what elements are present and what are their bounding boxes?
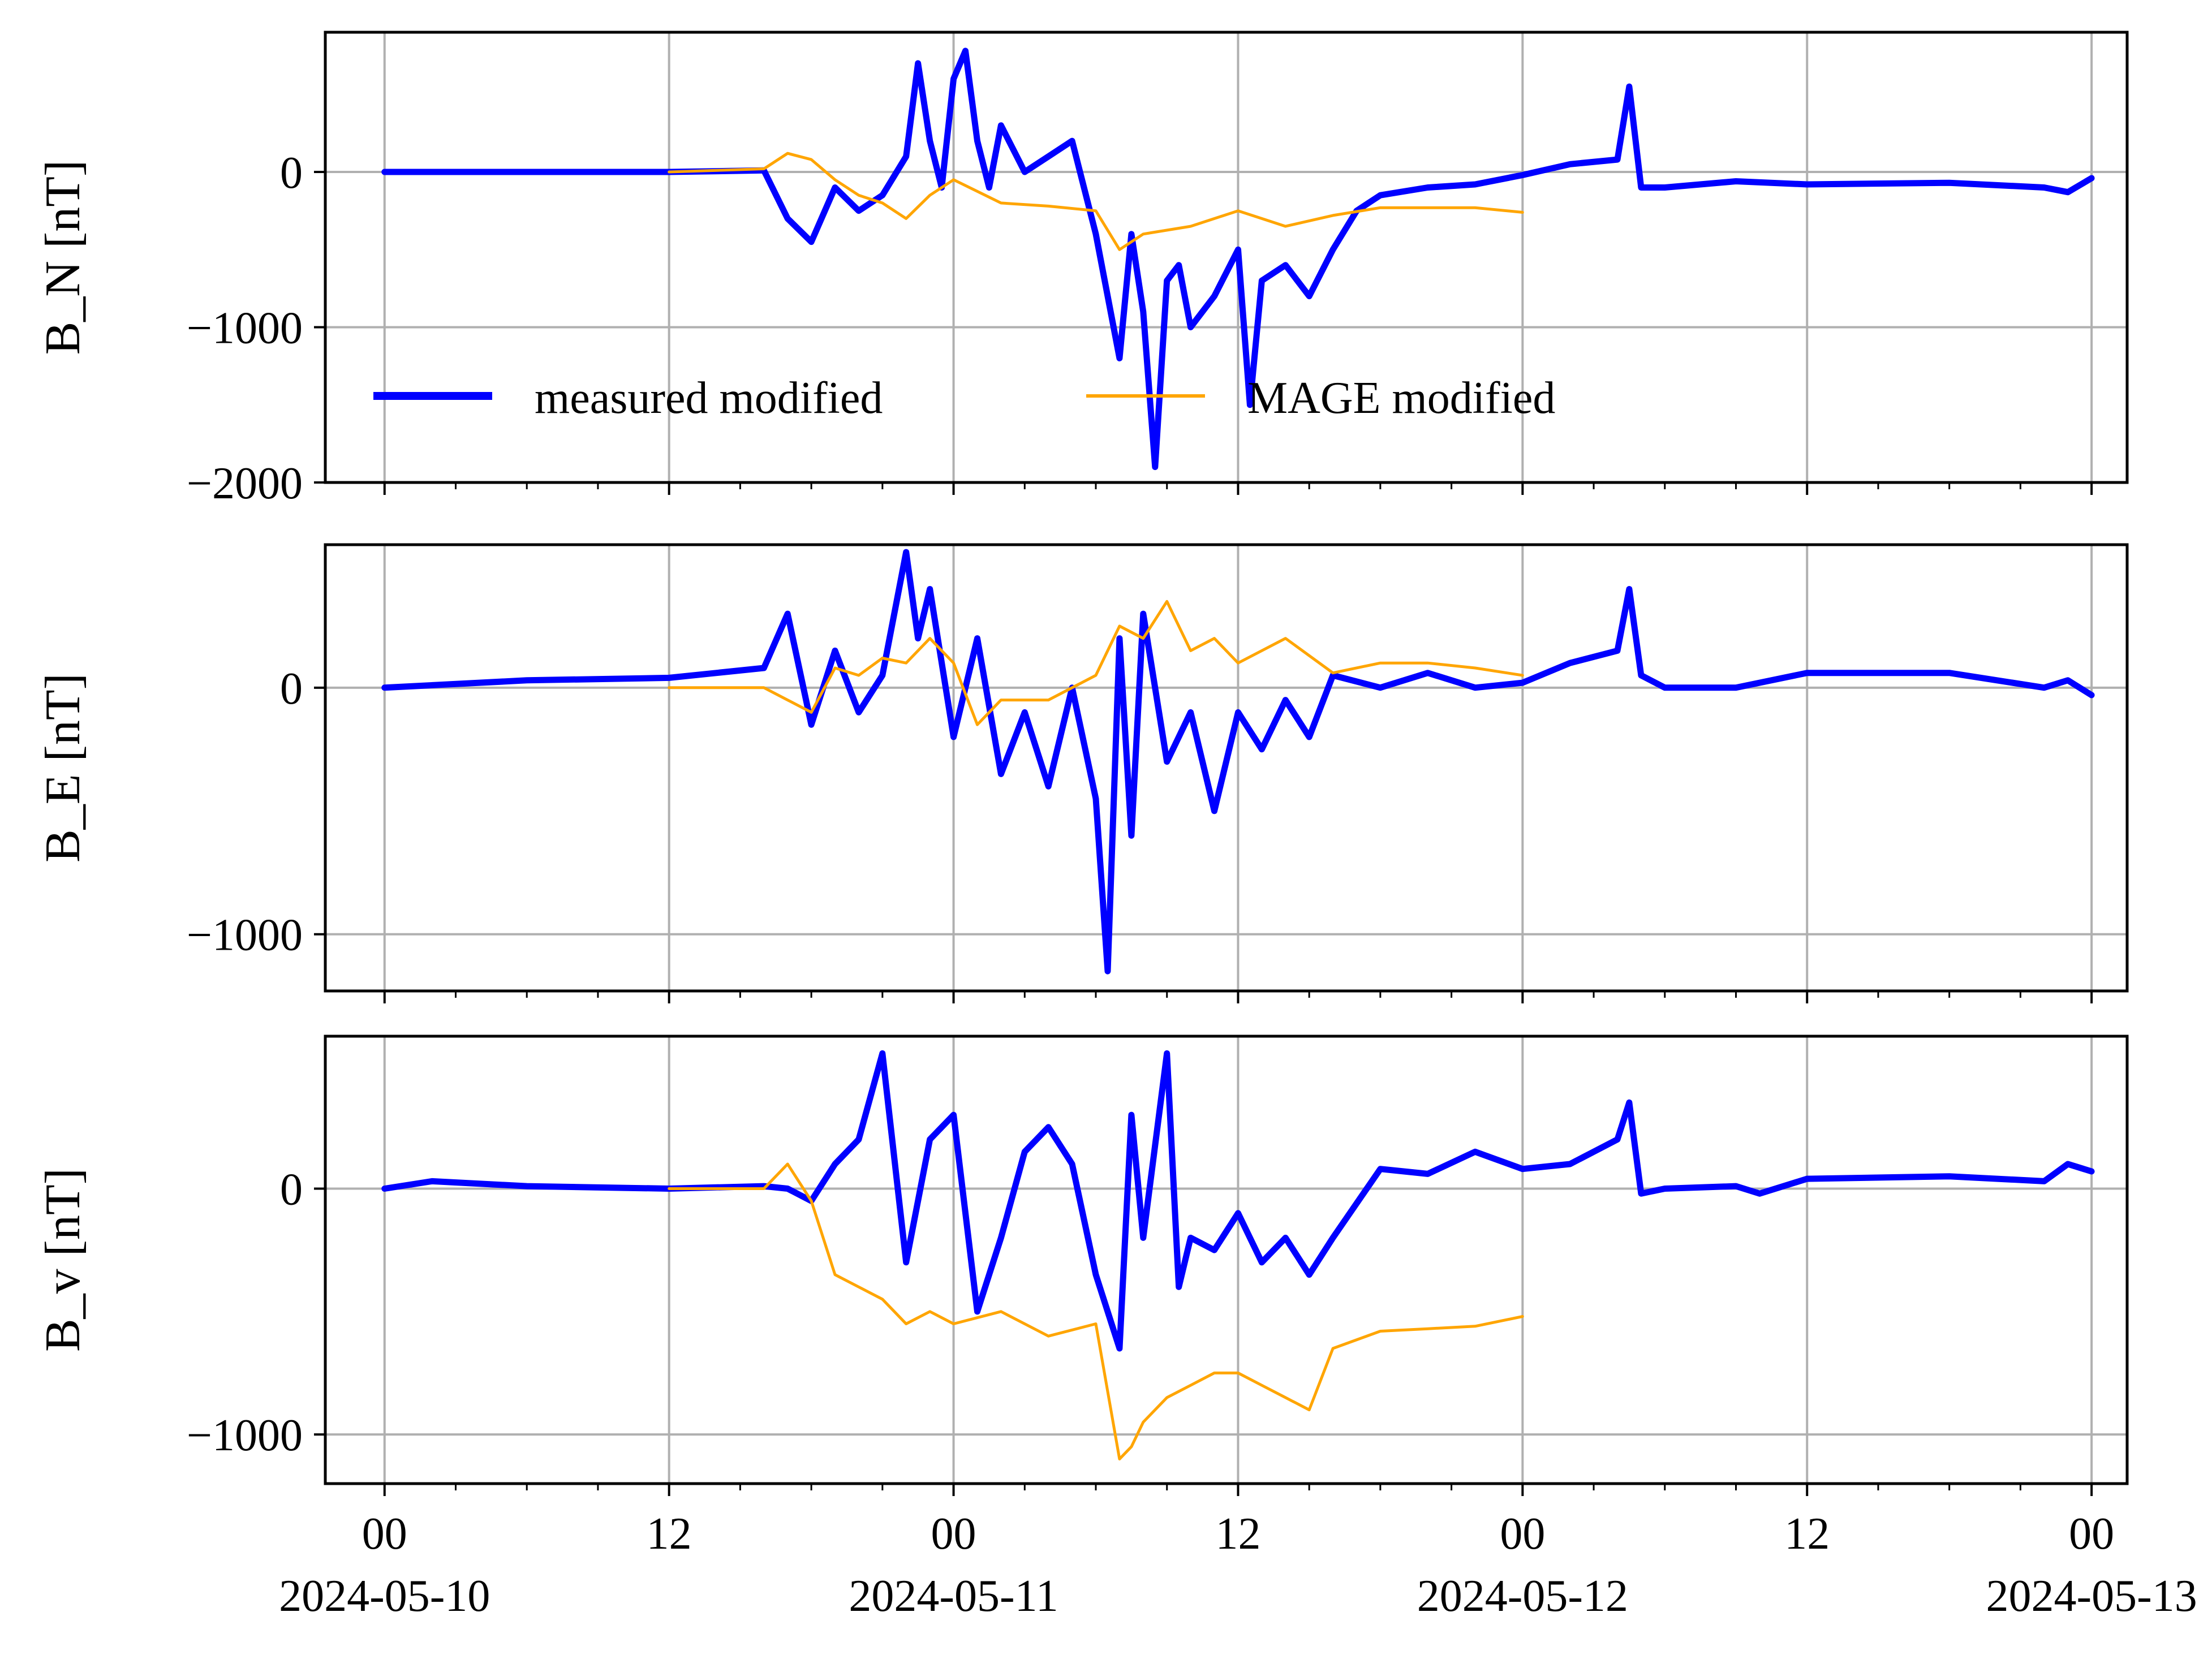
panel-be-ticks: 0 −1000 (187, 664, 2093, 1003)
y-tick-label: 0 (280, 1165, 303, 1214)
y-tick-label: −1000 (187, 1411, 303, 1460)
legend-measured-label: measured modified (535, 373, 883, 423)
panel-be: 0 −1000 B_E [nT] (36, 543, 2129, 1003)
panel-bv: 0 −1000 00 2024-05-10 12 00 2024-05-11 12 00 2024… (36, 1035, 2197, 1621)
x-tick-hour-label: 00 (1500, 1509, 1545, 1559)
series-mage-line (668, 152, 1524, 251)
series-measured-line (381, 1050, 2095, 1352)
x-tick-hour-label: 12 (1215, 1509, 1260, 1559)
y-tick-label: 0 (280, 148, 303, 198)
x-tick-hour-label: 00 (362, 1509, 407, 1559)
x-tick-date-label: 2024-05-12 (1417, 1571, 1628, 1621)
x-tick-hour-label: 12 (1784, 1509, 1830, 1559)
series-mage-line (668, 600, 1524, 726)
x-tick-date-label: 2024-05-13 (1986, 1571, 2197, 1621)
panel-bv-frame (324, 1035, 2129, 1485)
legend: measured modified MAGE modified (373, 373, 1555, 423)
series-measured-line (381, 48, 2095, 471)
panel-bn: 0 −1000 −2000 B_N [nT] measured modified M… (36, 31, 2129, 508)
y-tick-label: −1000 (187, 911, 303, 960)
y-tick-label: −2000 (187, 459, 303, 508)
panel-bn-ticks: 0 −1000 −2000 (187, 148, 2093, 508)
y-tick-label: 0 (280, 664, 303, 714)
x-tick-date-label: 2024-05-10 (279, 1571, 490, 1621)
panel-bv-ticks: 0 −1000 00 2024-05-10 12 00 2024-05-11 12 00 2024… (187, 1165, 2197, 1621)
panel-bv-ylabel: B_v [nT] (36, 1168, 91, 1352)
x-tick-hour-label: 12 (647, 1509, 692, 1559)
legend-mage-label: MAGE modified (1247, 373, 1555, 423)
series-measured-line (381, 549, 2095, 975)
x-tick-hour-label: 00 (931, 1509, 976, 1559)
y-tick-label: −1000 (187, 304, 303, 354)
panel-bn-frame (324, 31, 2129, 484)
panel-bv-series (381, 1050, 2095, 1460)
series-mage-line (668, 1162, 1524, 1460)
panel-be-series (381, 549, 2095, 975)
panel-bn-ylabel: B_N [nT] (36, 160, 91, 355)
x-tick-hour-label: 00 (2069, 1509, 2114, 1559)
panel-bn-series (381, 48, 2095, 471)
panel-be-frame (324, 543, 2129, 993)
panel-be-grid (325, 545, 2127, 991)
panel-be-ylabel: B_E [nT] (36, 673, 91, 863)
x-tick-date-label: 2024-05-11 (849, 1571, 1058, 1621)
